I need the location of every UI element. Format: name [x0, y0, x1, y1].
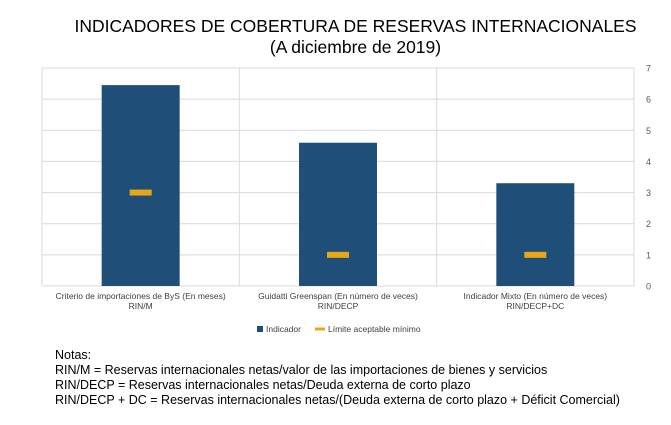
y-tick-label: 6 [646, 95, 651, 105]
bar-indicador [299, 142, 377, 286]
note-line-rin-m: RIN/M = Reservas internacionales netas/v… [55, 363, 548, 377]
x-tick-label: RIN/M [129, 301, 153, 311]
bar-indicador [101, 85, 180, 286]
legend-swatch-indicador [257, 326, 263, 332]
note-line-rin-decp-dc: RIN/DECP + DC = Reservas internacionales… [55, 393, 620, 407]
marker-limite-minimo [129, 189, 152, 196]
legend-label-limite: Límite aceptable mínimo [328, 324, 421, 334]
y-tick-label: 3 [646, 188, 651, 198]
x-tick-label: RIN/DECP [318, 301, 359, 311]
y-tick-label: 2 [646, 219, 651, 229]
legend-label-indicador: Indicador [266, 324, 301, 334]
notes-heading: Notas: [55, 348, 92, 362]
y-tick-label: 4 [646, 157, 651, 167]
chart-title: INDICADORES DE COBERTURA DE RESERVAS INT… [74, 16, 637, 36]
y-tick-label: 7 [646, 64, 651, 74]
y-tick-label: 5 [646, 126, 651, 136]
x-tick-label: Indicador Mixto (En número de veces) [464, 291, 608, 301]
y-tick-label: 1 [646, 250, 651, 260]
marker-limite-minimo [327, 251, 349, 258]
x-tick-label: RIN/DECP+DC [506, 301, 564, 311]
y-tick-label: 0 [646, 282, 651, 292]
chart-subtitle: (A diciembre de 2019) [269, 37, 442, 57]
marker-limite-minimo [524, 251, 547, 258]
note-line-rin-decp: RIN/DECP = Reservas internacionales neta… [55, 378, 471, 392]
notes-block: Notas: RIN/M = Reservas internacionales … [55, 348, 620, 408]
x-tick-label: Criterio de importaciones de ByS (En mes… [56, 291, 226, 301]
bar-indicador [496, 183, 575, 286]
x-tick-label: Guidatti Greenspan (En número de veces) [258, 291, 418, 301]
bar-chart: 0 1 2 3 4 5 6 7 Criterio de importaciones de ByS… [41, 64, 651, 334]
legend-swatch-limite [315, 327, 325, 331]
